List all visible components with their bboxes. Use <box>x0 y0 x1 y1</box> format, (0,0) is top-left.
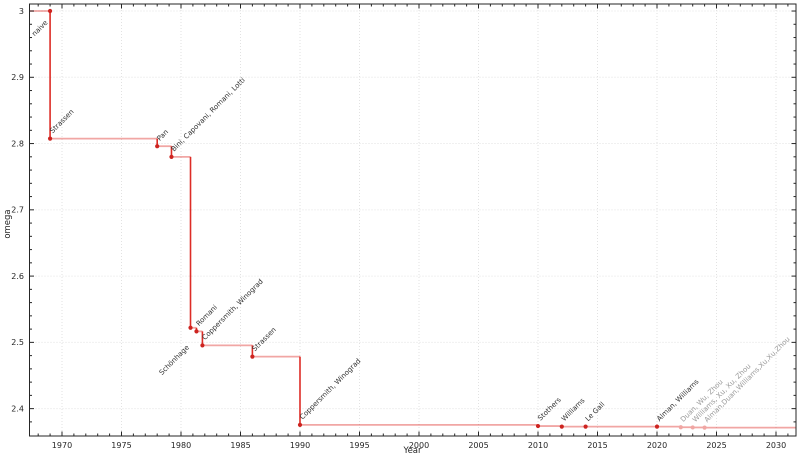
data-point-romani <box>194 329 199 334</box>
annotation-pan: Pan <box>155 128 170 143</box>
data-point-naive <box>47 8 53 14</box>
annotation-le-gall: Le Gall <box>584 400 607 423</box>
x-tick-label-1975: 1975 <box>111 441 131 450</box>
data-point-le-gall <box>583 424 588 429</box>
x-tick-label-2020: 2020 <box>647 441 667 450</box>
data-point-strassen <box>47 136 53 141</box>
x-tick-label-2005: 2005 <box>468 441 488 450</box>
annotation-strassen: Strassen <box>251 326 278 353</box>
annotation-coppersmith-winograd: Coppersmith, Winograd <box>298 357 362 421</box>
x-tick-label-2025: 2025 <box>706 441 726 450</box>
x-tick-label-1990: 1990 <box>290 441 310 450</box>
x-tick-label-1985: 1985 <box>230 441 250 450</box>
x-tick-label-2000: 2000 <box>409 441 429 450</box>
x-tick-label-2015: 2015 <box>587 441 607 450</box>
x-tick-label-2030: 2030 <box>766 441 786 450</box>
annotation-naive: naive <box>30 19 49 38</box>
data-point-alman-williams <box>654 424 660 429</box>
x-tick-label-2010: 2010 <box>528 441 548 450</box>
x-axis-title: Year <box>403 446 422 456</box>
data-point-coppersmith-winograd <box>297 422 303 427</box>
annotation-williams-xu-xu-zhou: Williams, Xu, Xu, Zhou <box>691 362 753 424</box>
data-point-coppersmith-winograd <box>200 343 205 348</box>
y-axis-title: omega <box>3 209 13 239</box>
data-point-duan-wu-zhou <box>678 425 683 430</box>
y-tick-label-2.5: 2.5 <box>11 338 24 347</box>
y-tick-label-2.4: 2.4 <box>11 404 24 413</box>
annotation-williams: Williams <box>560 396 587 423</box>
x-tick-label-1980: 1980 <box>171 441 191 450</box>
data-point-bini-capovani-romani-lotti <box>169 154 174 159</box>
plot-border <box>29 3 797 437</box>
y-tick-label-2.7: 2.7 <box>11 206 24 215</box>
data-point-stothers <box>535 423 541 429</box>
y-tick-label-3: 3 <box>19 7 24 16</box>
data-point-alman-duan-williams-xu-xu-zhou <box>702 425 707 430</box>
data-point-strassen <box>250 354 255 359</box>
data-point-williams <box>559 424 564 429</box>
y-tick-label-2.8: 2.8 <box>11 139 24 148</box>
data-point-sch-nhage <box>188 325 193 330</box>
x-tick-label-1970: 1970 <box>52 441 72 450</box>
annotation-bini-capovani-romani-lotti: Bini, Capovani, Romani, Lotti <box>170 76 247 153</box>
data-point-williams-xu-xu-zhou <box>690 425 695 430</box>
y-tick-label-2.6: 2.6 <box>11 272 24 281</box>
data-point-pan <box>155 144 160 149</box>
y-tick-label-2.9: 2.9 <box>11 73 24 82</box>
annotation-sch-nhage: Schönhage <box>158 344 191 377</box>
x-tick-label-1995: 1995 <box>349 441 369 450</box>
